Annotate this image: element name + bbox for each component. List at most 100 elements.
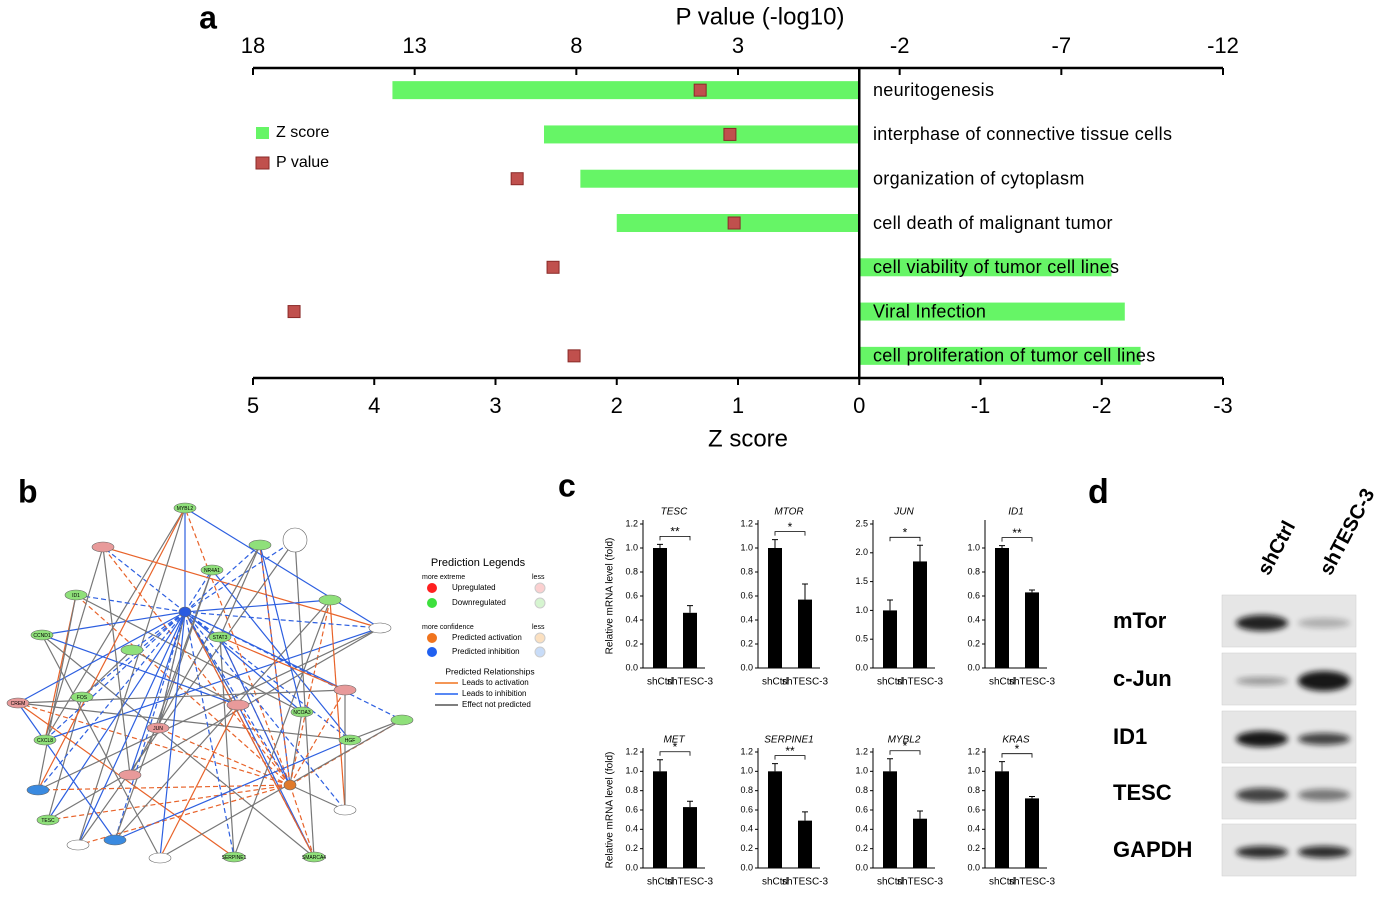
x-tick-label: 0 [853,393,865,418]
node-label: TESC [41,818,55,824]
row-label: c-Jun [1113,666,1172,691]
y-tick-label: 0.2 [740,843,753,853]
category-label: neuritogenesis [873,80,994,100]
y-tick-label: 1.2 [740,518,753,528]
network-edge [37,627,381,791]
blot-band [1236,788,1288,802]
network-edge [81,649,133,698]
network-edge [44,546,104,741]
network-node [222,851,246,863]
y-tick-label: 0.2 [967,843,980,853]
bar [995,771,1009,868]
node-label: CXCL8 [37,738,53,744]
error-bar [1029,795,1035,799]
p-value-marker [693,83,707,97]
y-tick-label: 0.4 [740,824,753,834]
network-edge [184,539,296,613]
network-edge [184,544,261,613]
network-node [30,629,54,641]
y-tick-label: 1.2 [967,746,980,756]
network-edge [219,636,346,691]
legend-text: less [532,574,545,581]
network-edge [37,507,186,791]
significance-label: * [1015,742,1020,756]
network-edge [259,544,303,713]
network-node [26,784,50,796]
lane-label: shTESC-3 [1316,485,1380,579]
error-bar [687,605,693,613]
y-tick-label: 0.8 [967,566,980,576]
node-label: SERPINE1 [222,855,247,861]
p-value-marker [510,172,524,186]
x-tick-label: shTESC-3 [1009,677,1056,688]
y-tick-label: 1.0 [967,766,980,776]
network-edge [219,636,291,786]
legend-text: less [532,624,545,631]
bar [768,548,782,668]
x2-tick-label: 3 [732,33,744,58]
y-tick-label: 0.0 [625,662,638,672]
network-edge [184,611,351,741]
y-axis-title: Relative mRNA level (fold) [605,752,616,869]
node-label: NR4A1 [204,568,220,574]
z-score-bar [580,169,860,188]
x2-axis-title: P value (-log10) [676,3,845,30]
x-tick-label: shCtrl [989,877,1015,888]
network-edge [41,634,161,859]
significance-label: * [903,739,908,753]
network-edge [184,611,315,858]
y-tick-label: 0.8 [855,785,868,795]
network-edge [184,611,346,691]
network-node [173,502,197,514]
y-tick-label: 0.6 [967,804,980,814]
x-tick-label: -1 [971,393,991,418]
x2-tick-label: 8 [570,33,582,58]
network-node [120,644,144,656]
legend-swatch [427,583,437,593]
y-tick-label: 0.4 [625,614,638,624]
network-edge [102,546,291,786]
network-node [66,839,90,851]
network-node [146,722,170,734]
network-node [333,684,357,696]
error-bar [802,583,808,600]
network-edge [75,594,303,713]
panel-label: b [18,473,38,509]
category-label: Viral Infection [873,301,986,321]
network-edge [219,544,261,638]
error-bar [802,811,808,821]
x-tick-label: 5 [247,393,259,418]
z-score-bar [544,125,860,144]
significance-label: * [673,740,678,754]
y-tick-label: 0.6 [740,804,753,814]
y-tick-label: 1.0 [625,542,638,552]
x-tick-label: 3 [489,393,501,418]
error-bar [917,810,923,819]
y-tick-label: 0.4 [967,614,980,624]
error-bar [999,545,1005,548]
network-edge [114,569,213,841]
y-tick-label: 0.0 [855,862,868,872]
network: MYBL2 NR4A1 ID1 CCND1 STAT3 FOS CREM CXCL8 JUN NC… [6,502,414,864]
significance-label: * [903,525,908,539]
network-node [338,734,362,746]
y-tick-label: 0.2 [855,843,868,853]
node-label: HGF [345,738,356,744]
error-bar [917,544,923,562]
bar [913,818,927,868]
y-tick-label: 0.5 [855,634,868,644]
node-label: NCOA3 [293,710,310,716]
error-bar [999,761,1005,772]
network-edge [159,719,403,859]
significance-label: ** [1012,526,1022,540]
network-node [368,622,392,634]
row-label: TESC [1113,780,1172,805]
legend-text: Predicted Relationships [445,666,534,676]
network-edge [289,784,346,811]
legend-swatch [534,646,546,658]
network-edge [159,611,186,859]
network-edge [289,689,346,786]
y-tick-label: 0.0 [625,862,638,872]
y-tick-label: 0.4 [855,824,868,834]
bar [1025,592,1039,668]
